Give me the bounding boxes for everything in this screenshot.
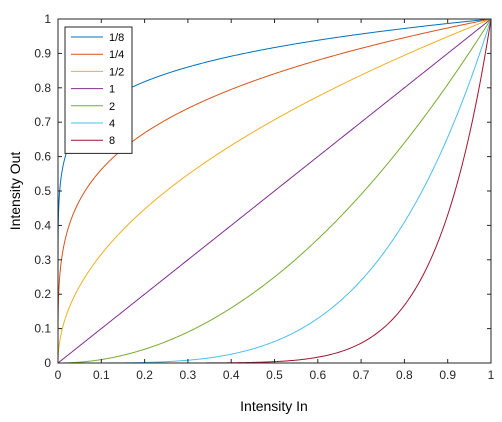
x-tick-label: 0.4: [223, 368, 240, 382]
x-tick-label: 1: [488, 368, 495, 382]
legend: 1/8 1/4 1/2 1 2 4 8: [64, 26, 133, 154]
series-line-1: [57, 18, 492, 363]
y-axis-label: Intensity Out: [7, 152, 23, 231]
legend-label-0: 1/8: [109, 32, 124, 44]
y-tick-label: 0.7: [34, 115, 51, 129]
series-line-3: [57, 18, 492, 364]
series-line-2: [57, 18, 492, 363]
x-tick-label: 0.2: [136, 368, 153, 382]
y-tick-label: 0.8: [34, 81, 51, 95]
y-tick-label: 0.4: [34, 218, 51, 232]
y-tick-label: 0.5: [34, 184, 51, 198]
legend-label-5: 4: [109, 118, 115, 130]
legend-label-3: 1: [109, 84, 115, 96]
ticks-layer: 0 0.1 0.2 0.3 0.4 0.5 0.6 0.7 0.8 0.9 1 0 0.1 0.2 0.3 0…: [34, 12, 494, 382]
legend-label-4: 2: [109, 101, 115, 113]
x-tick-label: 0.5: [266, 368, 283, 382]
x-tick-label: 0.7: [353, 368, 370, 382]
y-tick-label: 0.9: [34, 46, 51, 60]
x-tick-label: 0.3: [180, 368, 197, 382]
y-tick-label: 0.2: [34, 287, 51, 301]
y-tick-label: 0.3: [34, 253, 51, 267]
legend-box: [64, 26, 133, 154]
legend-label-6: 8: [109, 135, 115, 147]
x-tick-label: 0.9: [439, 368, 456, 382]
legend-label-2: 1/2: [109, 66, 124, 78]
y-tick-label: 0.1: [34, 322, 51, 336]
x-tick-label: 0: [55, 368, 62, 382]
y-tick-label: 0: [44, 356, 51, 370]
legend-label-1: 1/4: [109, 49, 124, 61]
x-axis-label: Intensity In: [240, 398, 308, 414]
y-tick-label: 0.6: [34, 150, 51, 164]
x-tick-label: 0.1: [93, 368, 110, 382]
y-tick-label: 1: [44, 12, 51, 26]
x-tick-label: 0.6: [309, 368, 326, 382]
x-tick-label: 0.8: [396, 368, 413, 382]
